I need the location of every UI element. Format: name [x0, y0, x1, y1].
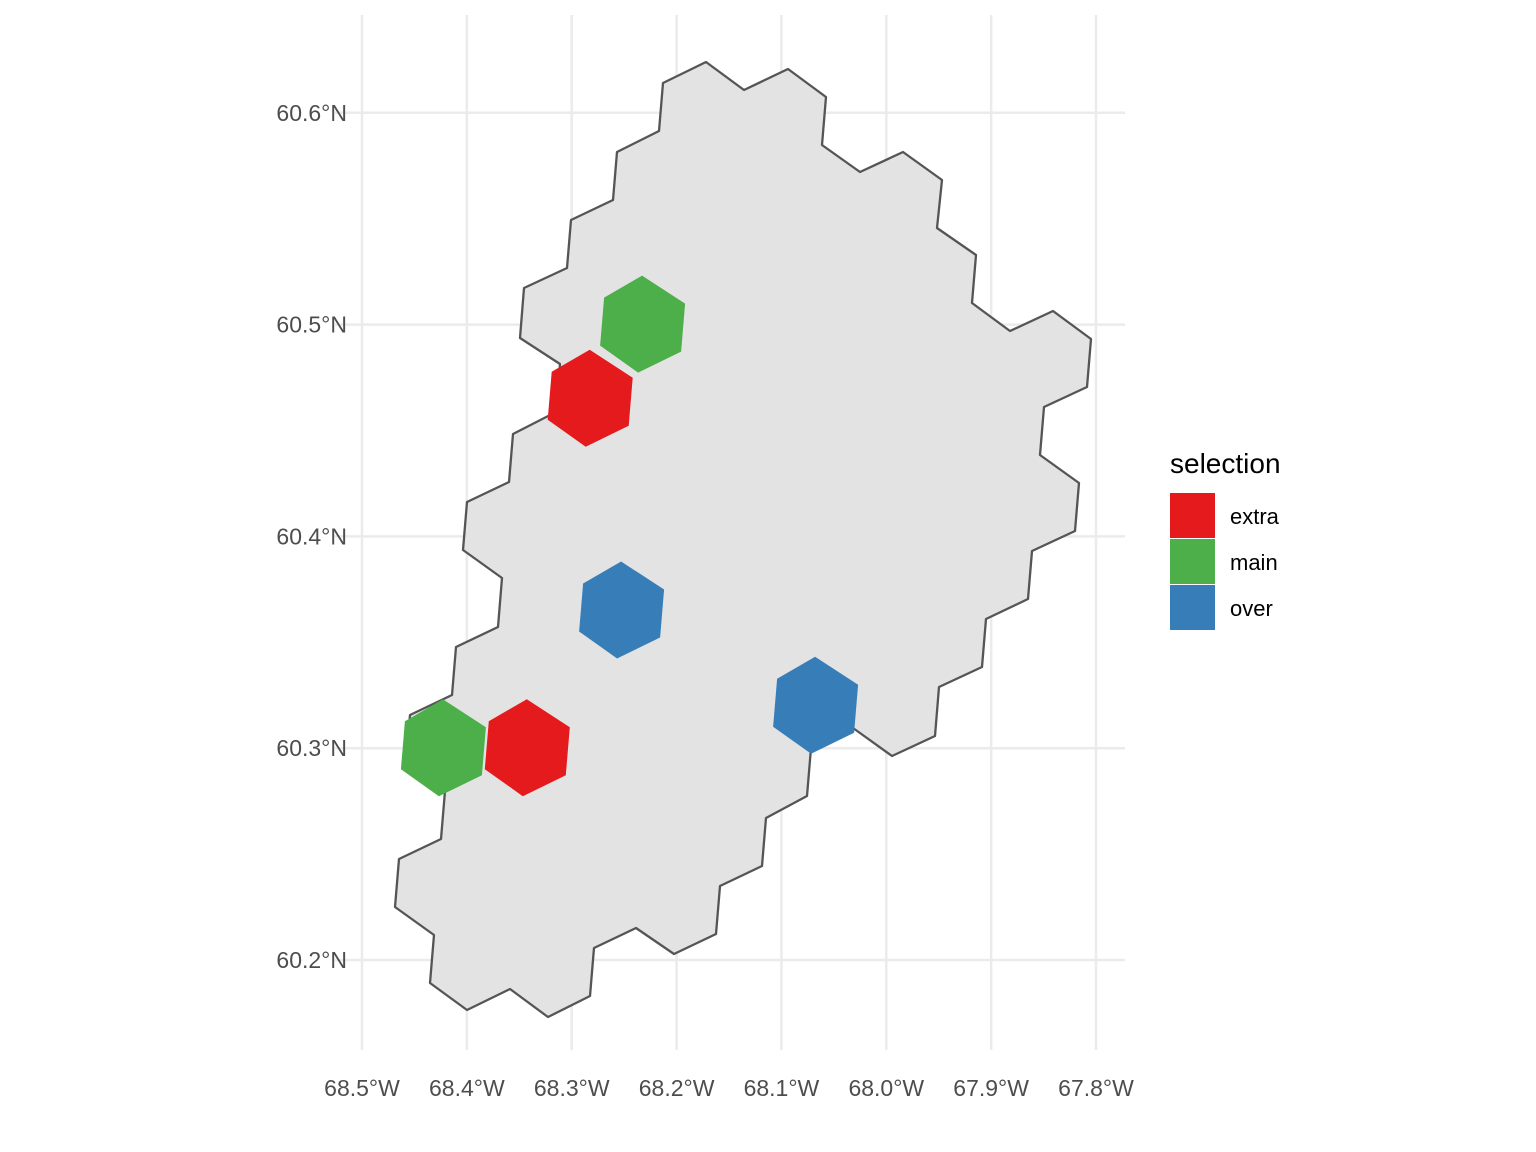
- y-axis-labels: 60.2°N 60.3°N 60.4°N 60.5°N 60.6°N: [276, 100, 347, 973]
- x-axis-labels: 68.5°W 68.4°W 68.3°W 68.2°W 68.1°W 68.0°W 67.9…: [324, 1075, 1134, 1101]
- x-tick-label: 68.2°W: [639, 1075, 715, 1101]
- legend-key-over: [1170, 585, 1215, 630]
- hex-cell-extra: [484, 699, 570, 797]
- x-tick-label: 68.4°W: [429, 1075, 505, 1101]
- x-tick-label: 68.3°W: [534, 1075, 610, 1101]
- region-outline: [393, 60, 1093, 1019]
- y-tick-label: 60.2°N: [276, 947, 347, 973]
- legend-title: selection: [1170, 448, 1281, 479]
- selected-cells: [400, 275, 859, 797]
- legend-label-main: main: [1230, 550, 1278, 575]
- hex-cell-over: [773, 656, 859, 754]
- hex-cell-main: [400, 699, 486, 797]
- hex-cell-over: [579, 561, 665, 659]
- y-tick-label: 60.6°N: [276, 100, 347, 126]
- y-tick-label: 60.4°N: [276, 523, 347, 549]
- legend-label-extra: extra: [1230, 504, 1280, 529]
- y-tick-label: 60.3°N: [276, 735, 347, 761]
- y-tick-label: 60.5°N: [276, 312, 347, 338]
- legend-key-main: [1170, 539, 1215, 584]
- x-tick-label: 68.5°W: [324, 1075, 400, 1101]
- x-tick-label: 68.1°W: [744, 1075, 820, 1101]
- legend-key-extra: [1170, 493, 1215, 538]
- x-tick-label: 67.8°W: [1058, 1075, 1134, 1101]
- x-tick-label: 67.9°W: [953, 1075, 1029, 1101]
- legend: selection extra main over: [1170, 448, 1281, 630]
- hex-cell-main: [600, 275, 686, 373]
- legend-label-over: over: [1230, 596, 1273, 621]
- hex-cell-extra: [547, 349, 633, 447]
- x-tick-label: 68.0°W: [848, 1075, 924, 1101]
